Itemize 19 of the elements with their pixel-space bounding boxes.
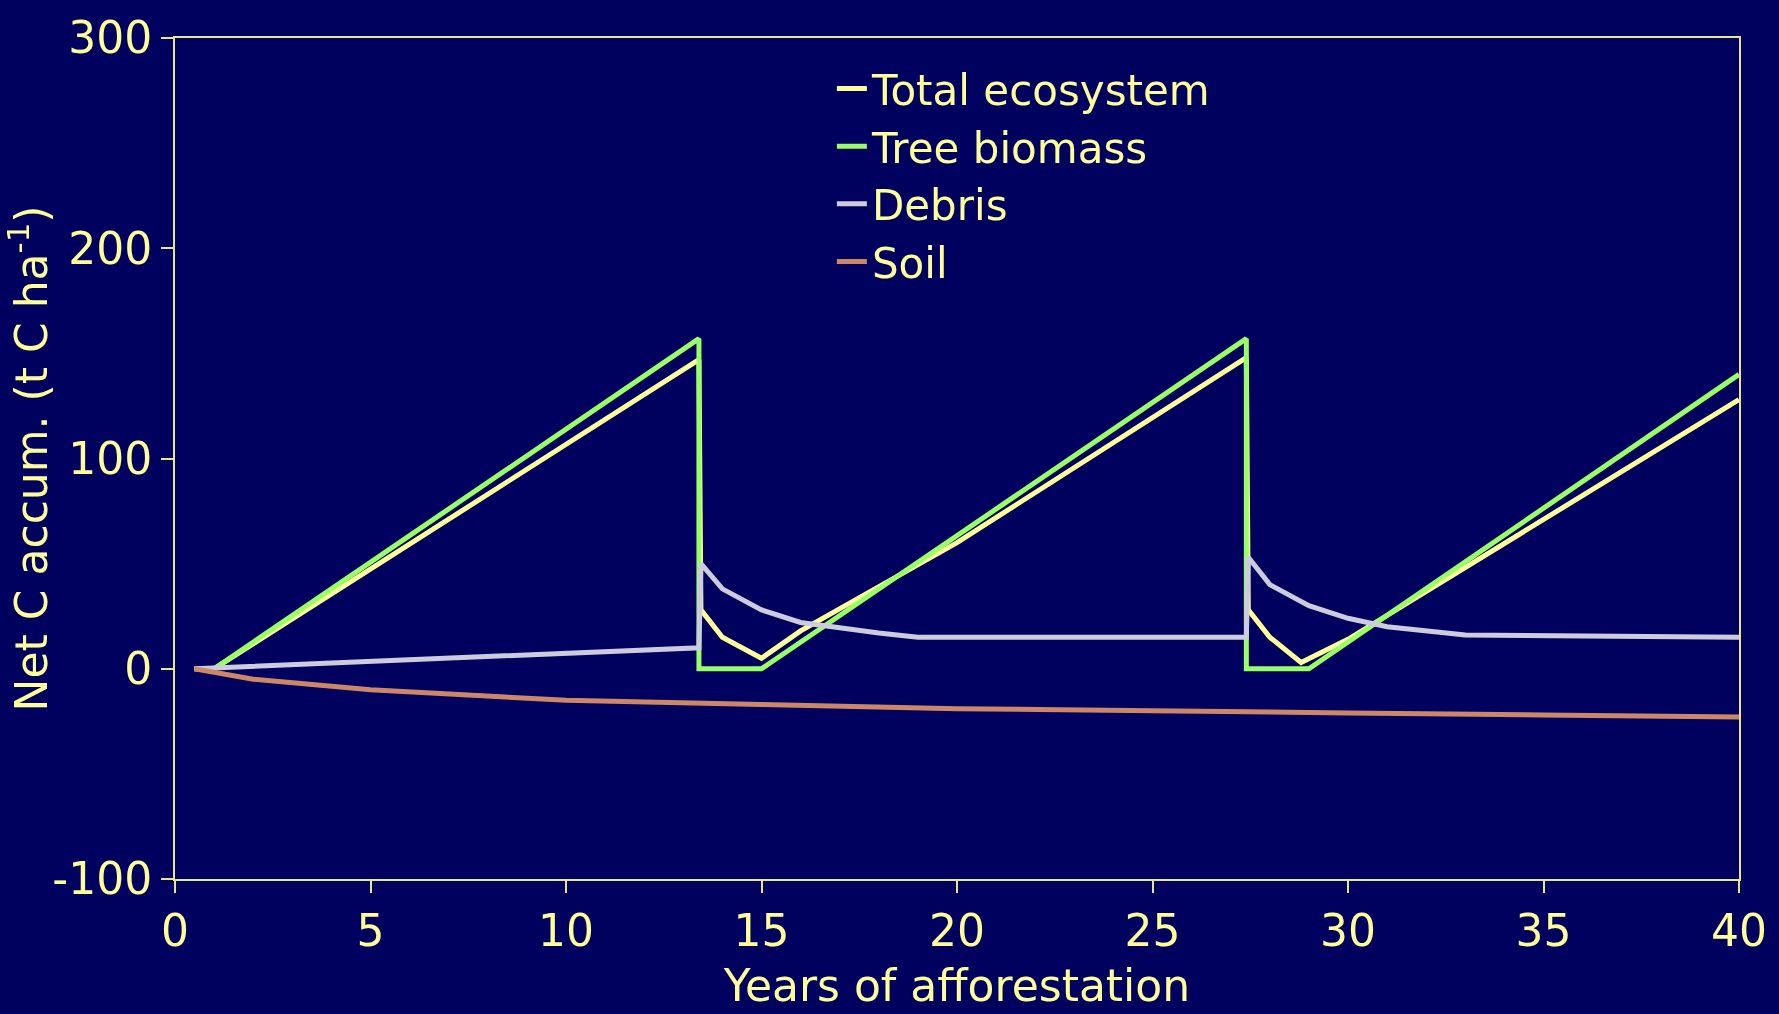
legend-label: Tree biomass	[870, 123, 1148, 173]
y-tick-label: 300	[68, 12, 153, 64]
x-tick-label: 10	[538, 904, 594, 956]
x-tick-label: 25	[1124, 904, 1181, 956]
y-tick-label: 200	[68, 222, 153, 274]
x-tick-label: 30	[1320, 904, 1376, 956]
x-axis-title: Years of afforestation	[722, 959, 1191, 1011]
x-tick-label: 0	[161, 904, 189, 956]
y-tick-label: -100	[52, 853, 153, 905]
y-tick-label: 0	[124, 643, 153, 695]
legend-label: Soil	[871, 238, 948, 288]
x-tick-label: 40	[1711, 904, 1767, 956]
y-tick-label: 100	[68, 432, 153, 484]
legend-label: Debris	[871, 181, 1008, 231]
x-tick-label: 35	[1515, 904, 1572, 956]
legend-label: Total ecosystem	[870, 66, 1210, 115]
x-tick-label: 15	[733, 904, 790, 956]
x-tick-label: 5	[356, 904, 385, 956]
x-tick-label: 20	[929, 904, 985, 956]
